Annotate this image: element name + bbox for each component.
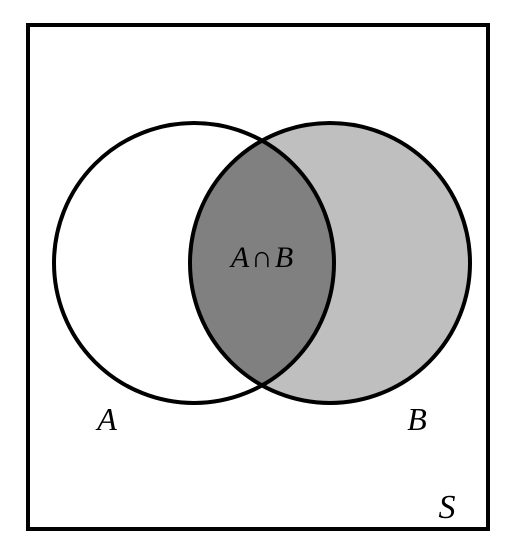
label-intersection: A∩B [229,241,293,274]
label-intersection-b: B [275,241,293,274]
label-a: A [95,401,117,437]
label-intersection-a: A [229,241,250,274]
label-s: S [439,489,456,526]
venn-svg: A B S A∩B [0,0,513,556]
label-b: B [407,401,427,437]
venn-diagram-container: A B S A∩B [0,0,513,556]
cap-icon: ∩ [251,241,273,274]
